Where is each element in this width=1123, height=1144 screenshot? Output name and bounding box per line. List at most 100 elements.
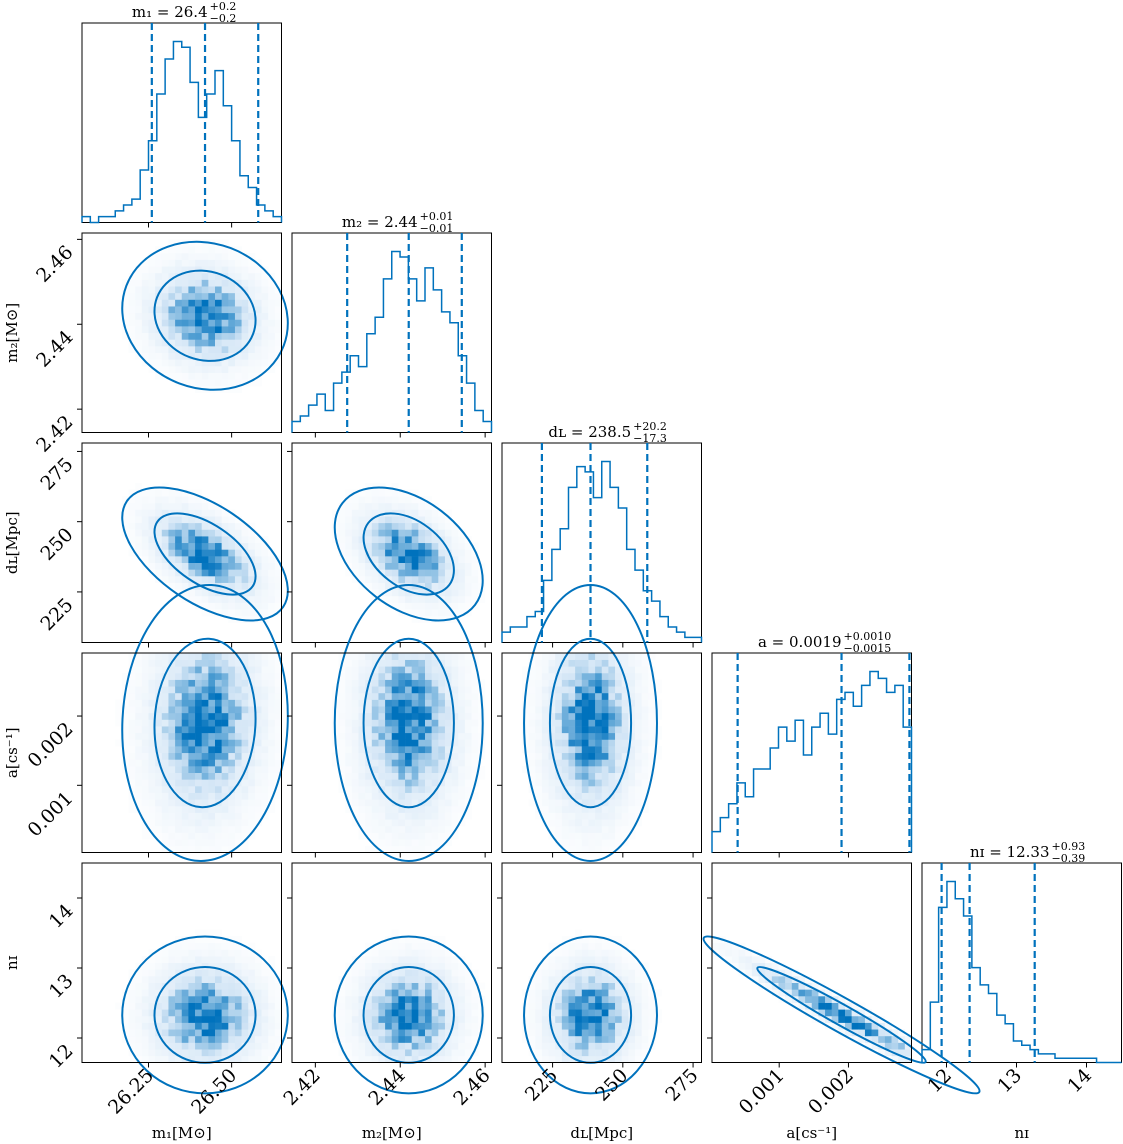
density-cell [268,1029,276,1037]
density-cell [635,969,642,977]
density-cell [201,502,209,510]
density-cell [215,346,222,353]
contour-2σ [523,583,658,862]
density-cell [261,996,269,1003]
density-cell [135,719,143,727]
density-cell [175,845,183,853]
density-cell [148,812,156,820]
density-cell [261,672,269,680]
density-cell [161,746,169,754]
density-cell [451,699,459,707]
density-cell [378,542,386,550]
density-cell [241,1002,249,1010]
density-cell [208,292,216,300]
density-cell [221,359,229,367]
density-cell [615,989,622,997]
density-cell [464,569,472,577]
density-cell [628,1029,636,1037]
density-cell [221,1042,229,1050]
density-cell [451,739,459,747]
density-cell [181,332,189,340]
density-cell [168,1002,176,1010]
density-cell [425,772,432,780]
density-cell [338,982,346,990]
density-cell [575,929,583,937]
density-cell [555,819,563,827]
density-cell [425,595,432,603]
density-cell [405,549,412,557]
density-cell [371,666,379,674]
density-cell [215,359,222,367]
density-cell [241,845,249,853]
density-cell [725,949,733,957]
density-cell [148,259,156,267]
density-cell [155,266,163,274]
density-cell [458,653,466,660]
density-cell [535,1029,543,1037]
density-cell [121,279,129,287]
density-cell [228,1029,236,1037]
density-cell [864,1029,872,1037]
density-cell [215,929,222,937]
density-cell [575,653,583,660]
density-cell [168,819,176,827]
density-cell [228,1042,236,1050]
density-cell [641,976,649,983]
density-cell [234,326,242,334]
density-cell [208,556,216,563]
density-cell [608,706,616,714]
density-cell [581,786,589,793]
density-cell [398,976,406,983]
density-cell [274,772,282,780]
density-cell [425,819,432,827]
density-cell [345,712,353,720]
density-cell [148,699,156,707]
density-cell [141,772,149,780]
density-cell [398,589,406,597]
density-cell [248,366,256,373]
density-cell [405,1049,412,1057]
density-cell [431,556,439,563]
density-cell [548,659,556,667]
density-cell [418,786,426,793]
density-cell [371,746,379,754]
density-cell [135,726,143,734]
density-cell [175,352,183,360]
density-cell [155,746,163,754]
density-cell [575,766,583,773]
density-cell [438,653,446,660]
density-cell [838,1002,846,1010]
density-cell [215,595,222,603]
density-cell [451,692,459,700]
density-cell [365,653,373,660]
density-cell [425,692,432,700]
density-cell [595,812,603,820]
density-cell [581,1055,589,1063]
density-cell [451,1042,459,1050]
density-cell [188,746,196,754]
density-cell [425,732,432,740]
density-cell [438,1055,446,1063]
density-cell [878,1029,886,1037]
density-cell [221,246,229,254]
density-cell [188,266,196,274]
density-cell [248,326,256,334]
density-cell [135,1002,143,1010]
density-cell [351,502,359,510]
density-cell [345,779,353,787]
density-cell [365,805,373,813]
density-cell [541,719,549,727]
density-cell [451,679,459,687]
density-cell [351,1029,359,1037]
density-cell [561,819,569,827]
density-cell [568,792,576,800]
density-cell [385,1015,393,1023]
density-cell [135,509,143,517]
density-cell [195,299,202,307]
density-cell [431,766,439,773]
density-cell [141,556,149,563]
density-cell [398,759,406,767]
density-cell [188,989,196,997]
density-cell [274,786,282,793]
density-cell [358,786,366,793]
